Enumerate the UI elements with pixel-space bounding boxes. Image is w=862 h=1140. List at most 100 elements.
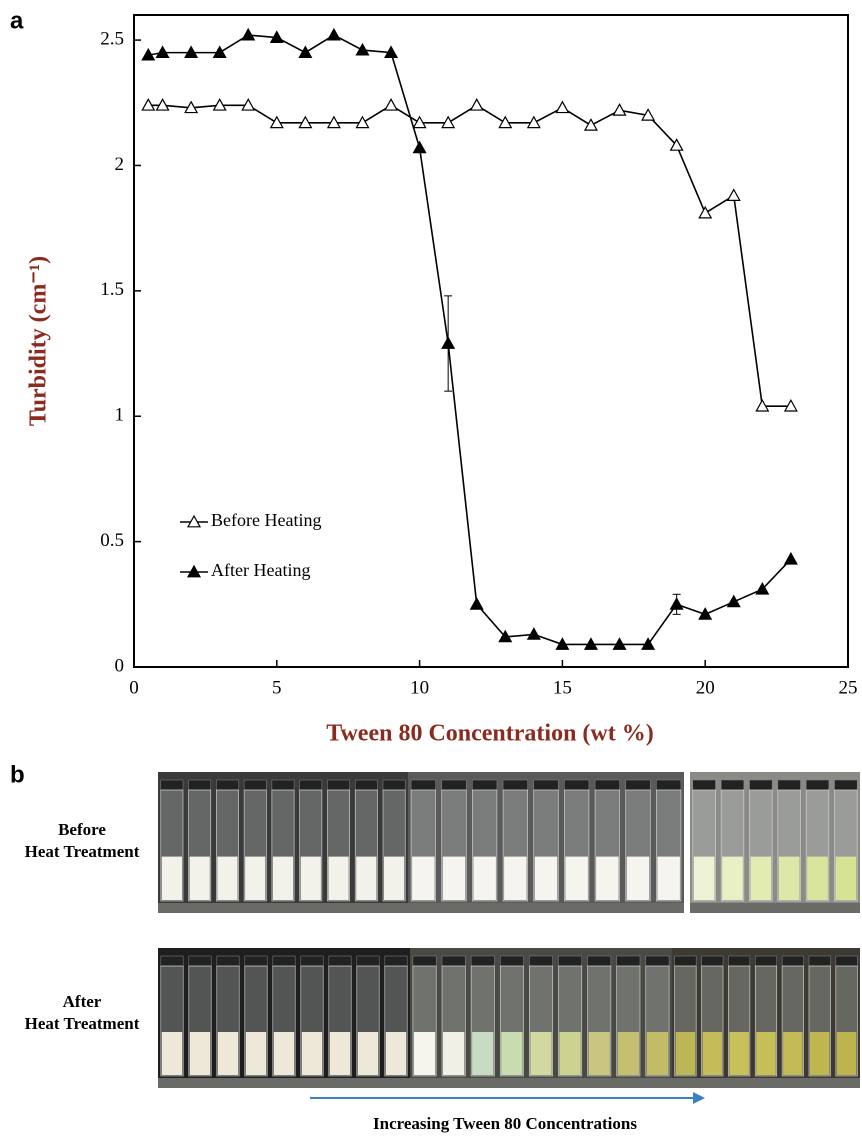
y-tick-label: 0.5 <box>100 530 124 551</box>
vial-liquid <box>272 856 294 900</box>
arrow-label: Increasing Tween 80 Concentrations <box>373 1114 637 1133</box>
marker <box>726 188 741 201</box>
marker <box>783 398 798 412</box>
row-label: After <box>63 992 102 1011</box>
vial-cap <box>410 779 436 791</box>
panel-label: a <box>10 7 24 34</box>
marker <box>212 45 227 59</box>
vial-cap <box>625 779 651 791</box>
vial-liquid <box>617 1032 639 1075</box>
vial-liquid <box>412 856 435 900</box>
vial-cap <box>356 955 380 967</box>
vial-liquid <box>161 856 182 900</box>
vial-cap <box>243 779 267 791</box>
vial-cap <box>749 779 773 791</box>
marker <box>184 100 199 114</box>
marker <box>498 629 513 643</box>
marker <box>212 98 227 111</box>
vial-cap <box>328 955 352 967</box>
series-line <box>148 34 792 646</box>
vial-cap <box>692 779 716 791</box>
vial-cap <box>594 779 620 791</box>
marker <box>184 45 199 59</box>
vial-liquid <box>596 856 619 900</box>
photo <box>690 772 860 913</box>
vial-cap <box>470 955 495 967</box>
vial-liquid <box>702 1032 723 1075</box>
vial-liquid <box>729 1032 749 1075</box>
vial-liquid <box>245 1032 267 1075</box>
marker <box>141 98 156 111</box>
legend-marker <box>186 514 202 528</box>
vial-cap <box>656 779 682 791</box>
marker <box>612 637 627 650</box>
vial-liquid <box>356 856 377 900</box>
plot-frame <box>133 14 849 668</box>
vial-liquid <box>836 1032 857 1075</box>
vial-liquid <box>626 856 650 900</box>
x-tick-label: 20 <box>696 677 715 698</box>
vial-liquid <box>675 1032 696 1075</box>
vial-liquid <box>756 1032 776 1075</box>
vial-cap <box>701 955 724 967</box>
marker <box>698 205 713 219</box>
legend-marker <box>186 564 202 578</box>
vial-cap <box>777 779 801 791</box>
vial-liquid <box>301 1032 323 1075</box>
photo-floor <box>690 903 860 913</box>
marker <box>555 637 570 650</box>
y-axis-title: Turbidity (cm⁻¹) <box>26 256 52 426</box>
marker <box>412 140 427 154</box>
vial-cap <box>564 779 590 791</box>
marker <box>469 597 484 610</box>
marker <box>755 398 770 412</box>
vial-cap <box>529 955 553 967</box>
legend-label: Before Heating <box>211 510 321 530</box>
marker <box>269 30 284 43</box>
vial-liquid <box>646 1032 669 1075</box>
vial-cap <box>755 955 777 967</box>
y-tick-label: 2.5 <box>100 28 124 49</box>
vial-liquid <box>357 1032 379 1075</box>
vial-cap <box>616 955 641 967</box>
marker <box>755 582 770 595</box>
marker <box>384 98 399 111</box>
vial-cap <box>674 955 697 967</box>
vial-liquid <box>189 856 210 900</box>
vial-cap <box>244 955 268 967</box>
photo <box>408 772 684 913</box>
vial-cap <box>160 955 184 967</box>
x-tick-label: 25 <box>839 677 858 698</box>
marker <box>355 115 370 129</box>
vial-cap <box>188 779 212 791</box>
photo <box>672 948 860 1088</box>
marker <box>526 115 541 129</box>
marker <box>441 336 456 349</box>
marker <box>441 115 456 129</box>
marker <box>155 98 170 111</box>
vial-cap <box>272 955 296 967</box>
vial-liquid <box>722 856 743 900</box>
vial-cap <box>835 955 858 967</box>
y-tick-label: 2 <box>115 154 125 175</box>
marker <box>698 607 713 620</box>
marker <box>498 115 513 129</box>
row-label: Heat Treatment <box>25 1014 140 1033</box>
vial-liquid <box>300 856 321 900</box>
marker <box>298 115 313 129</box>
vial-cap <box>499 955 524 967</box>
vial-liquid <box>809 1032 830 1075</box>
vial-cap <box>472 779 498 791</box>
vial-liquid <box>559 1032 581 1075</box>
vial-liquid <box>657 856 680 900</box>
marker <box>469 98 484 111</box>
marker <box>583 637 598 650</box>
y-tick-label: 1 <box>115 405 125 426</box>
legend-label: After Heating <box>211 560 310 580</box>
vial-cap <box>781 955 804 967</box>
vial-cap <box>216 779 239 791</box>
vial-cap <box>441 955 466 967</box>
vial-cap <box>412 955 437 967</box>
photo-floor <box>408 903 684 913</box>
vial-cap <box>354 779 378 791</box>
